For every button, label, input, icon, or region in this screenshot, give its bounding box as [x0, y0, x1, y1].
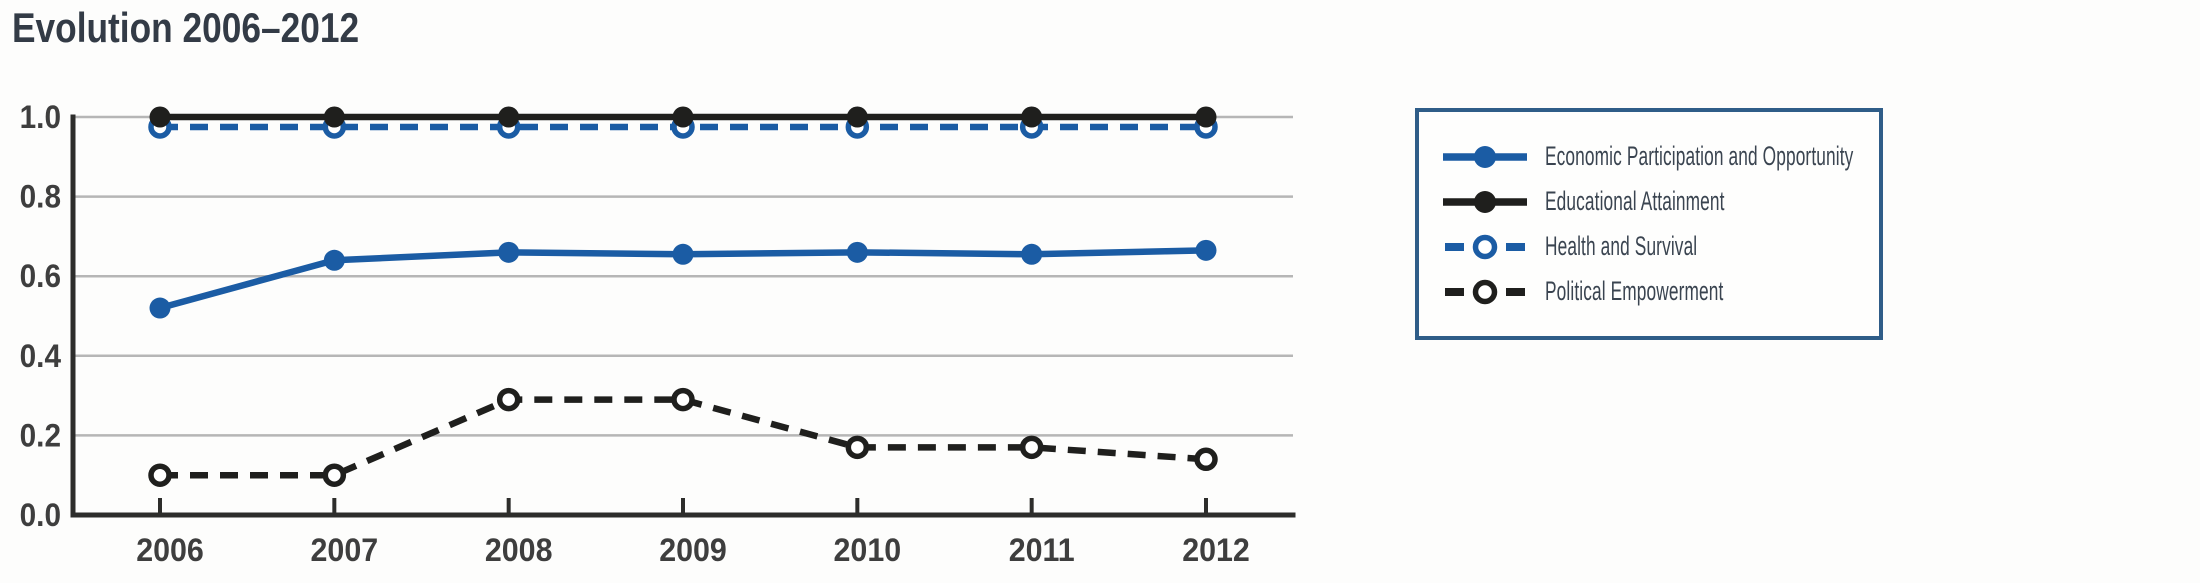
legend-item-economic-participation: Economic Participation and Opportunity: [1443, 134, 1879, 179]
svg-text:0.8: 0.8: [20, 179, 61, 215]
x-tick-label: 2007: [311, 532, 379, 568]
x-tick-label: 2010: [834, 532, 902, 568]
legend-swatch-solid-black-line-icon: [1443, 190, 1527, 213]
y-tick-label: 0.6: [20, 258, 61, 294]
y-tick-label: 0.4: [20, 338, 62, 374]
marker-economic-participation-and-opportunity: [498, 241, 520, 263]
svg-text:0.6: 0.6: [20, 258, 61, 294]
y-tick-label: 0.8: [20, 179, 61, 215]
marker-economic-participation-and-opportunity: [846, 241, 868, 263]
marker-economic-participation-and-opportunity: [149, 297, 171, 319]
marker-educational-attainment: [1195, 106, 1217, 128]
marker-political-empowerment: [1194, 447, 1218, 472]
marker-educational-attainment: [149, 106, 171, 128]
x-tick-label: 2011: [1009, 532, 1075, 568]
marker-educational-attainment: [498, 106, 520, 128]
y-tick-label: 1.0: [20, 99, 61, 135]
marker-educational-attainment: [672, 106, 694, 128]
x-tick-label: 2009: [659, 532, 727, 568]
marker-economic-participation-and-opportunity: [323, 249, 345, 271]
marker-educational-attainment: [1021, 106, 1043, 128]
marker-political-empowerment: [1019, 435, 1044, 460]
marker-political-empowerment: [671, 387, 695, 412]
line-chart-plot-area: 0.0 0.2 0.4 0.6 0.8 1.0 2006 2007 2008 2009 2010 20…: [20, 99, 1296, 568]
svg-text:2011: 2011: [1009, 532, 1075, 568]
marker-economic-participation-and-opportunity: [672, 243, 694, 265]
svg-text:2008: 2008: [485, 532, 553, 568]
legend-box: Economic Participation and Opportunity E…: [1415, 108, 1883, 340]
marker-economic-participation-and-opportunity: [1195, 239, 1217, 261]
marker-political-empowerment: [845, 435, 870, 460]
svg-text:2012: 2012: [1182, 532, 1250, 568]
svg-text:0.4: 0.4: [20, 338, 62, 374]
legend-swatch-dashed-blue-line-icon: [1445, 234, 1525, 259]
marker-political-empowerment: [322, 463, 347, 487]
x-tick-label: 2008: [485, 532, 553, 568]
svg-text:2009: 2009: [659, 532, 727, 568]
legend-swatch-solid-blue-line-icon: [1443, 145, 1527, 168]
legend-label-health-survival: Health and Survival: [1545, 231, 1698, 261]
y-tick-label: 0.0: [20, 497, 61, 533]
legend-item-political-empowerment: Political Empowerment: [1443, 269, 1879, 314]
legend-item-educational-attainment: Educational Attainment: [1443, 179, 1879, 224]
y-tick-label: 0.2: [20, 417, 61, 453]
chart-title: Evolution 2006–2012: [12, 4, 360, 51]
svg-text:2007: 2007: [311, 532, 379, 568]
marker-economic-participation-and-opportunity: [1021, 243, 1043, 265]
marker-political-empowerment: [148, 463, 172, 487]
x-tick-label: 2006: [136, 532, 204, 568]
marker-political-empowerment: [496, 387, 521, 412]
svg-text:1.0: 1.0: [20, 99, 61, 135]
legend-item-health-survival: Health and Survival: [1443, 224, 1879, 269]
legend-label-economic-participation: Economic Participation and Opportunity: [1545, 141, 1854, 171]
svg-text:0.2: 0.2: [20, 417, 61, 453]
x-tick-label: 2012: [1182, 532, 1250, 568]
svg-text:2006: 2006: [136, 532, 204, 568]
marker-educational-attainment: [323, 106, 345, 128]
svg-text:2010: 2010: [834, 532, 902, 568]
svg-text:0.0: 0.0: [20, 497, 61, 533]
legend-swatch-dashed-black-line-icon: [1445, 279, 1525, 304]
marker-educational-attainment: [846, 106, 868, 128]
legend-label-educational-attainment: Educational Attainment: [1545, 186, 1725, 216]
legend-label-political-empowerment: Political Empowerment: [1545, 276, 1724, 306]
